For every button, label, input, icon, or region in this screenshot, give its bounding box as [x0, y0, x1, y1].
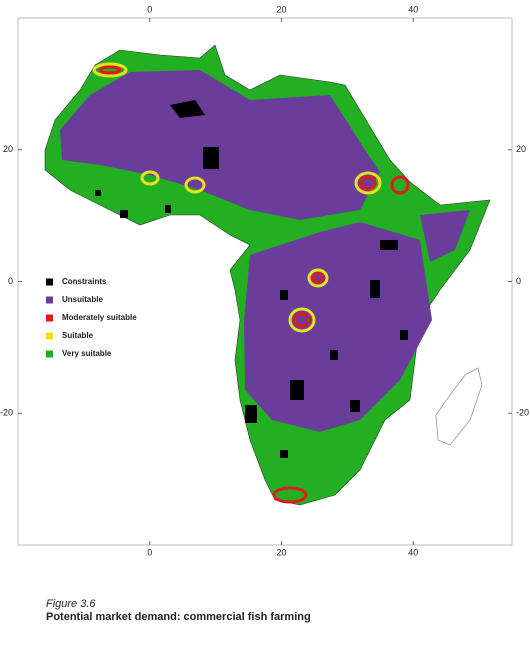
- legend-swatch: [46, 332, 53, 340]
- x-tick-label: 20: [276, 547, 286, 557]
- y-tick-label: 0: [8, 276, 13, 286]
- unsuitable-horn: [420, 210, 470, 262]
- legend-swatch: [46, 278, 53, 286]
- y-tick-label: 0: [516, 276, 521, 286]
- legend: Constraints Unsuitable Moderately suitable…: [46, 277, 137, 358]
- unsuitable-north: [60, 70, 380, 220]
- x-tick-label: 0: [147, 547, 152, 557]
- suitability-rings: [92, 62, 410, 504]
- africa: [44, 44, 491, 506]
- x-tick-label: 20: [276, 4, 286, 14]
- figure-title: Potential market demand: commercial fish…: [46, 611, 311, 623]
- y-tick-label: -20: [516, 408, 529, 418]
- y-tick-label: 20: [3, 144, 13, 154]
- legend-label: Very suitable: [62, 349, 112, 358]
- legend-label: Moderately suitable: [62, 313, 137, 322]
- figure-label: Figure 3.6: [46, 598, 96, 610]
- x-tick-label: 40: [408, 4, 418, 14]
- y-tick-label: -20: [0, 408, 13, 418]
- x-tick-label: 40: [408, 547, 418, 557]
- legend-label: Unsuitable: [62, 295, 103, 304]
- legend-swatch: [46, 296, 53, 304]
- legend-swatch: [46, 314, 53, 322]
- constraints: [95, 100, 408, 458]
- y-tick-label: 20: [516, 144, 526, 154]
- legend-label: Constraints: [62, 277, 107, 286]
- legend-label: Suitable: [62, 331, 94, 340]
- unsuitable-central: [244, 222, 432, 432]
- legend-swatch: [46, 350, 53, 358]
- x-tick-label: 0: [147, 4, 152, 14]
- madagascar: [435, 367, 483, 446]
